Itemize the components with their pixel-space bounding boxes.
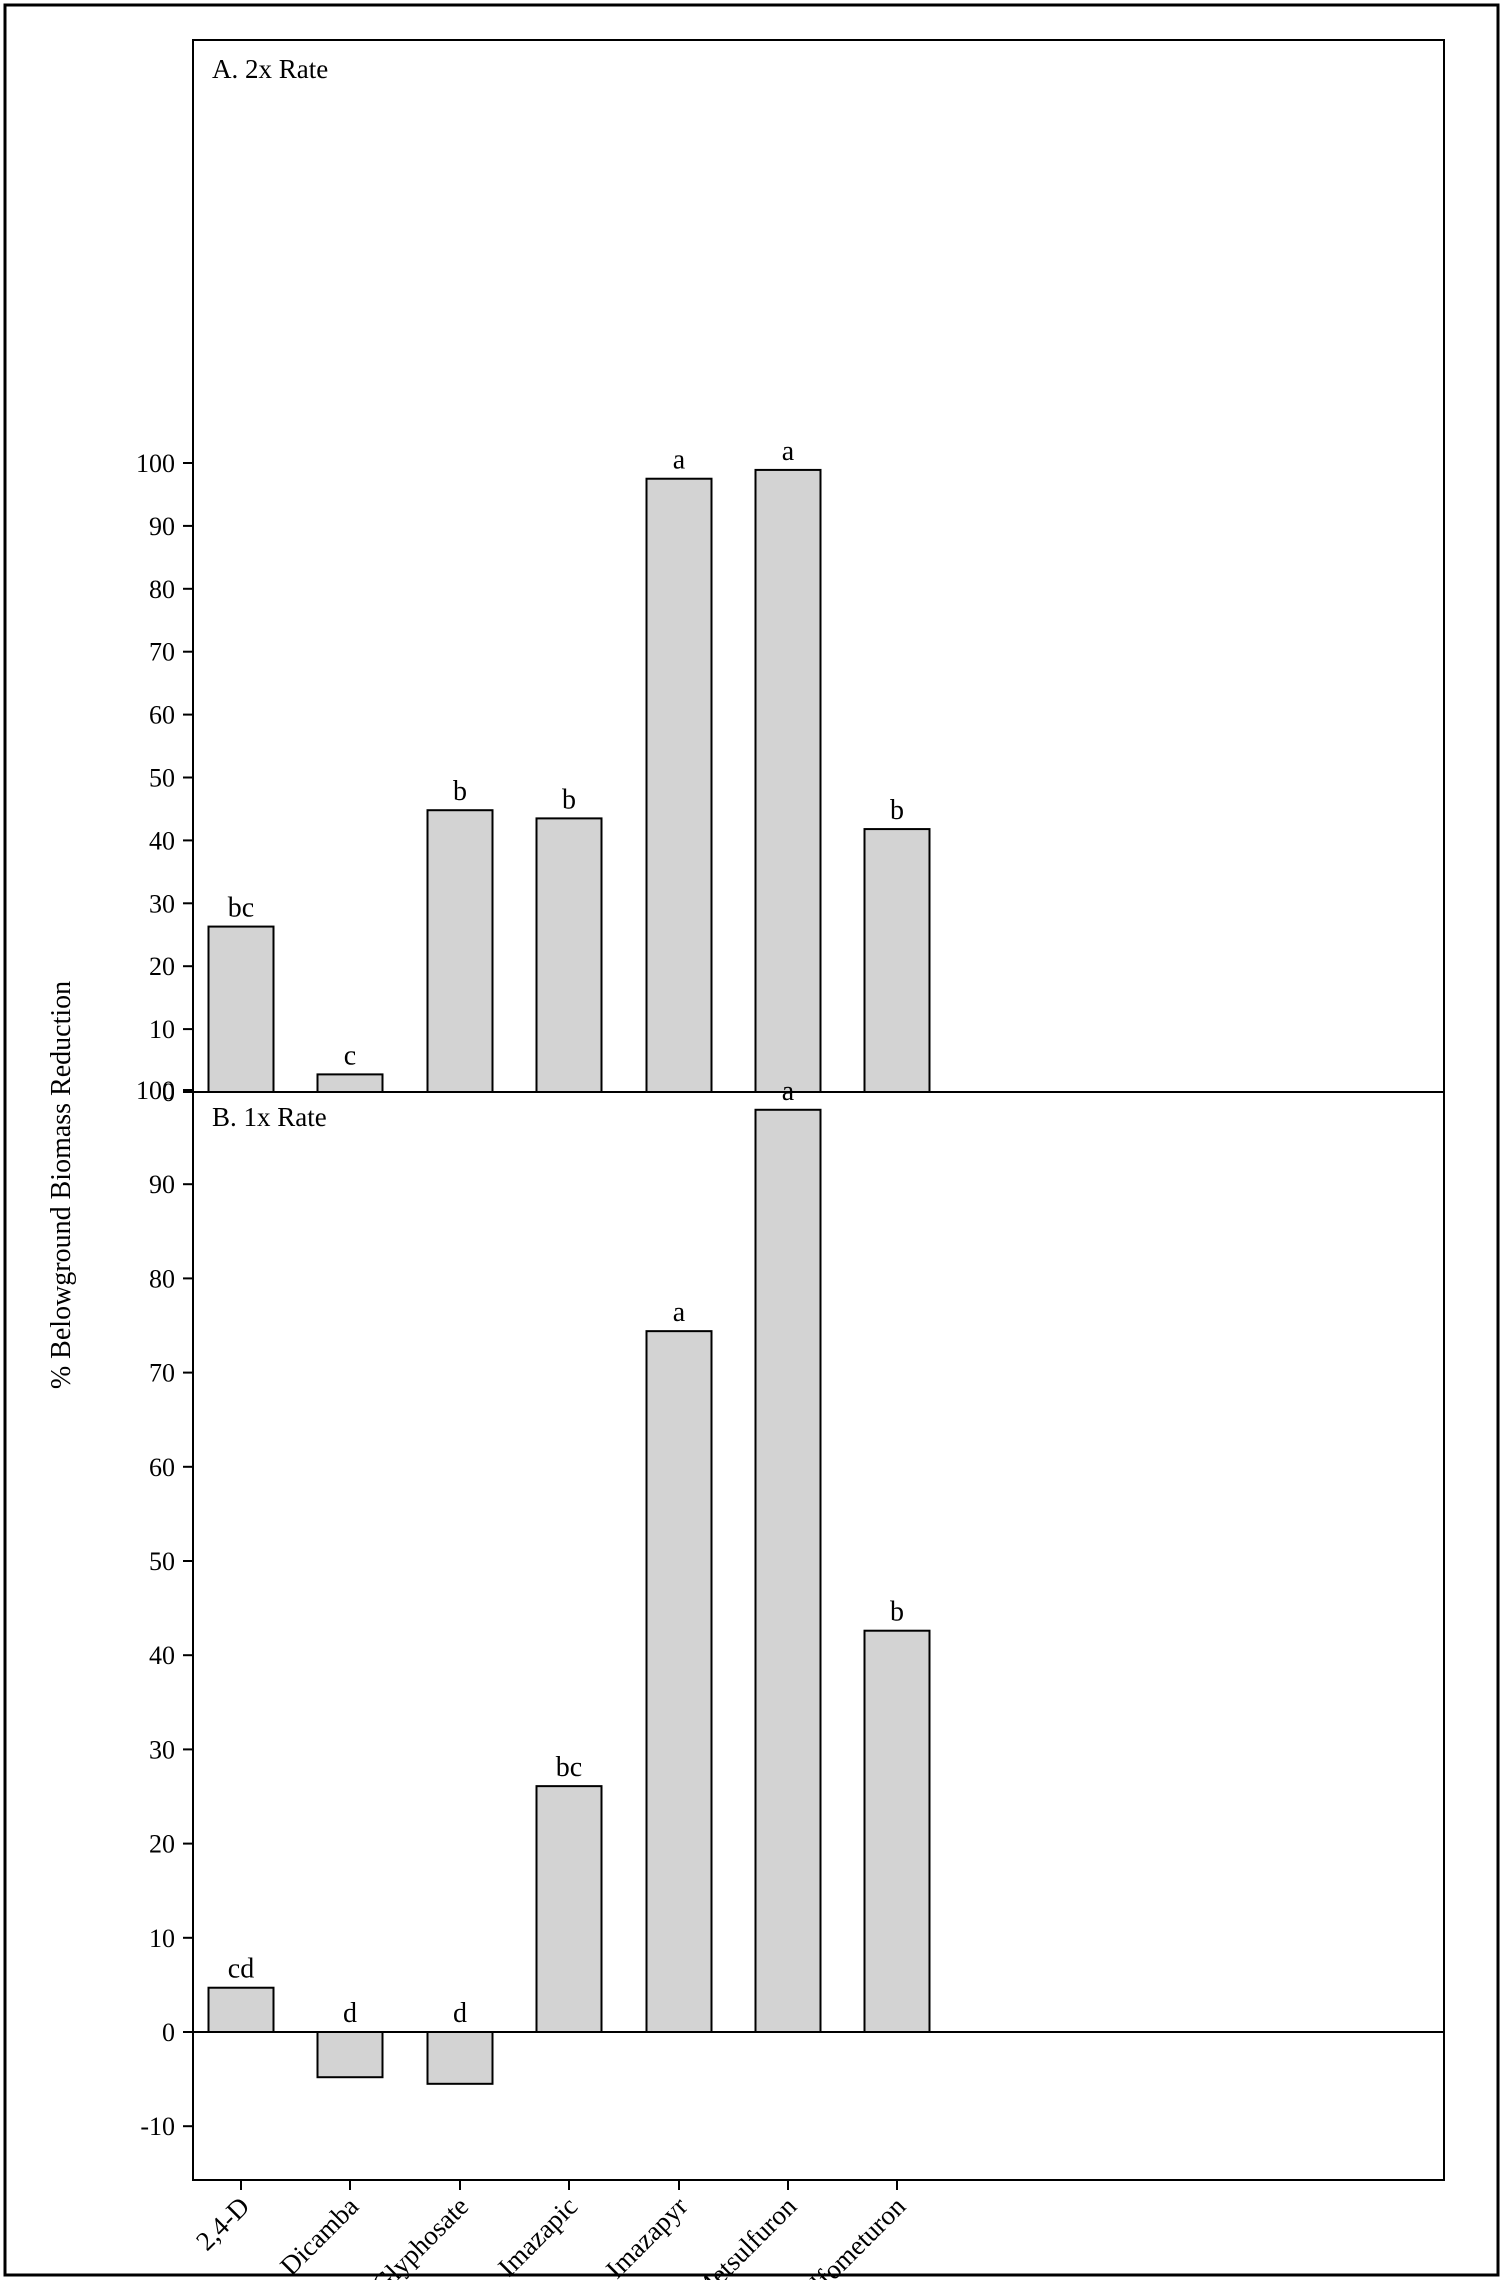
y-tick-label-2x-rate: 100 <box>136 449 175 478</box>
y-tick-label-1x-rate: 30 <box>149 1735 175 1764</box>
plot-frame-1x-rate <box>192 1091 1445 2181</box>
bar-significance-label-2x-rate: b <box>453 776 467 807</box>
panel-2x-rate: 0 10 20 30 40 50 60 70 80 90 100 A. 2x Rate bc c b b a a b <box>136 39 1445 1107</box>
panel-title-1x-rate: B. 1x Rate <box>212 1102 327 1132</box>
bar-1x-rate <box>426 2031 494 2085</box>
bar-1x-rate <box>207 1986 275 2033</box>
y-tick-label-2x-rate: 80 <box>149 575 175 604</box>
bar-significance-label-2x-rate: a <box>782 436 795 467</box>
y-tick-label-1x-rate: -10 <box>140 2112 175 2141</box>
bar-2x-rate <box>316 1073 384 1093</box>
y-tick-label-1x-rate: 100 <box>136 1076 175 1105</box>
y-tick-label-2x-rate: 20 <box>149 952 175 981</box>
y-tick-label-2x-rate: 10 <box>149 1015 175 1044</box>
bar-significance-label-2x-rate: bc <box>228 893 254 924</box>
bar-significance-label-2x-rate: c <box>344 1040 356 1071</box>
bar-2x-rate <box>863 828 931 1093</box>
bar-significance-label-1x-rate: a <box>673 1297 686 1328</box>
bar-1x-rate <box>754 1108 822 2033</box>
y-tick-label-1x-rate: 20 <box>149 1830 175 1859</box>
bar-2x-rate <box>645 477 713 1094</box>
y-tick-label-2x-rate: 60 <box>149 701 175 730</box>
y-tick-label-2x-rate: 40 <box>149 826 175 855</box>
y-tick-label-2x-rate: 70 <box>149 638 175 667</box>
y-tick-label-1x-rate: 80 <box>149 1264 175 1293</box>
bar-significance-label-1x-rate: cd <box>228 1954 254 1985</box>
y-tick-label-1x-rate: 70 <box>149 1359 175 1388</box>
y-tick-label-1x-rate: 0 <box>162 2018 175 2047</box>
y-tick-label-2x-rate: 30 <box>149 889 175 918</box>
bar-significance-label-1x-rate: b <box>890 1597 904 1628</box>
bar-significance-label-2x-rate: b <box>562 784 576 815</box>
bar-significance-label-1x-rate: a <box>782 1076 795 1107</box>
bar-1x-rate <box>645 1330 713 2033</box>
figure-border <box>3 3 1500 2277</box>
bar-1x-rate <box>316 2031 384 2079</box>
bar-1x-rate <box>535 1785 603 2033</box>
bar-2x-rate <box>754 468 822 1093</box>
y-tick-label-1x-rate: 60 <box>149 1453 175 1482</box>
bar-2x-rate <box>535 817 603 1093</box>
bar-2x-rate <box>207 925 275 1093</box>
y-tick-label-2x-rate: 50 <box>149 764 175 793</box>
bar-significance-label-2x-rate: a <box>673 445 686 476</box>
bar-significance-label-1x-rate: d <box>453 1998 467 2029</box>
bar-significance-label-1x-rate: bc <box>556 1752 582 1783</box>
bar-significance-label-2x-rate: b <box>890 795 904 826</box>
y-axis-title: % Belowground Biomass Reduction <box>46 981 77 1389</box>
y-tick-label-1x-rate: 10 <box>149 1924 175 1953</box>
y-tick-label-2x-rate: 0 <box>162 1078 175 1107</box>
bar-1x-rate <box>863 1629 931 2033</box>
bar-significance-label-1x-rate: d <box>343 1998 357 2029</box>
bar-2x-rate <box>426 809 494 1093</box>
panel-title-2x-rate: A. 2x Rate <box>212 54 328 84</box>
y-tick-label-1x-rate: 40 <box>149 1641 175 1670</box>
panel-1x-rate: -10 0 10 20 30 40 50 60 70 80 90 100 B. 1x Rate cd d d b… <box>136 1076 1445 2181</box>
y-tick-label-1x-rate: 90 <box>149 1170 175 1199</box>
y-tick-label-1x-rate: 50 <box>149 1547 175 1576</box>
y-tick-label-2x-rate: 90 <box>149 512 175 541</box>
